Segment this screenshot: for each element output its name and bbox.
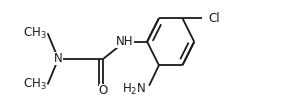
Text: NH: NH	[116, 35, 133, 48]
Text: O: O	[99, 84, 108, 97]
Text: CH$_3$: CH$_3$	[23, 26, 47, 41]
Text: CH$_3$: CH$_3$	[23, 77, 47, 92]
Text: H$_2$N: H$_2$N	[122, 82, 146, 97]
Text: Cl: Cl	[208, 12, 220, 25]
Text: N: N	[54, 52, 63, 65]
